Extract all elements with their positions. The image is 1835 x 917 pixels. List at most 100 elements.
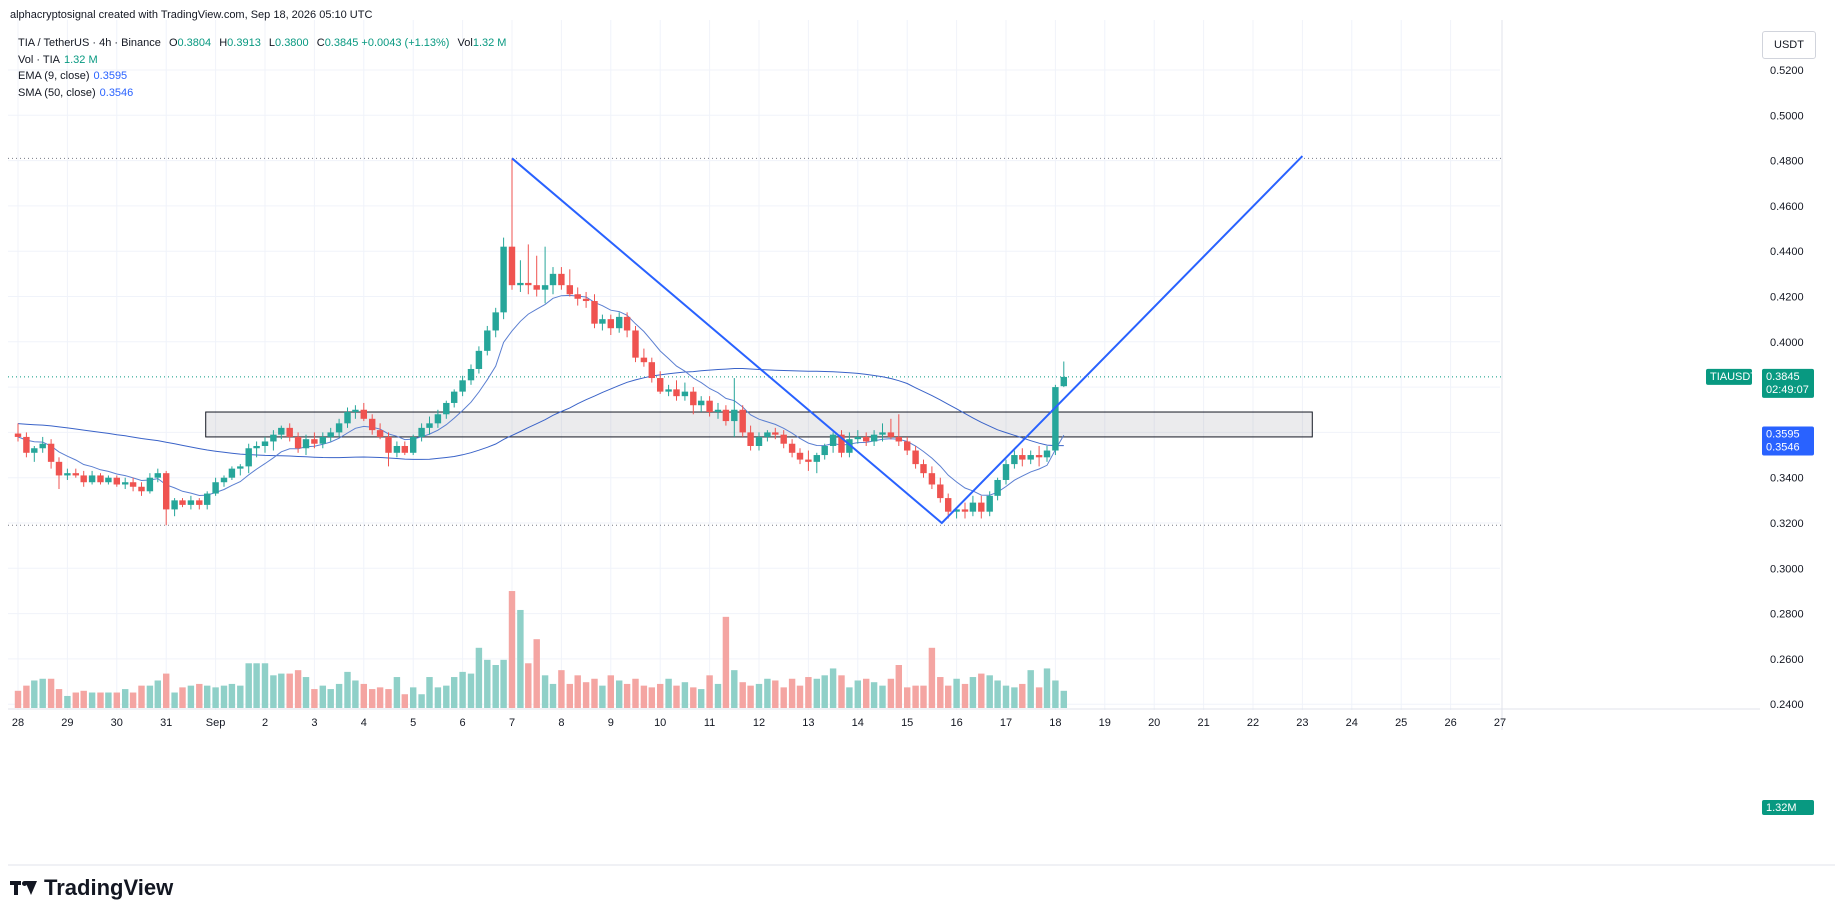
candle-body	[697, 400, 705, 406]
sma-label: SMA (50, close)	[18, 86, 96, 99]
time-tick-label: 17	[1000, 717, 1012, 729]
legend-sma-row[interactable]: SMA (50, close) 0.3546	[18, 85, 506, 102]
candle-body	[599, 319, 606, 324]
v-pattern-drawing	[511, 155, 1304, 525]
candle	[409, 434, 417, 456]
price-tick-label: 0.4400	[1770, 246, 1804, 258]
candle	[459, 375, 466, 397]
candle-body	[1002, 464, 1010, 480]
symbol-title[interactable]: TIA / TetherUS · 4h · Binance	[18, 37, 161, 49]
volume-bar	[228, 683, 236, 708]
volume-bar	[648, 687, 656, 708]
volume-bar	[673, 685, 680, 708]
candle-body	[426, 423, 433, 428]
candle-body	[640, 357, 648, 363]
volume-bar	[1060, 690, 1068, 708]
candle	[870, 430, 878, 446]
price-tick-label: 0.2400	[1770, 699, 1804, 711]
volume-bar	[393, 677, 401, 708]
candle	[203, 491, 211, 510]
candle	[360, 402, 368, 422]
legend-volume-row[interactable]: Vol · TIA 1.32 M	[18, 52, 506, 69]
candle	[961, 502, 969, 519]
volume-bar	[558, 670, 565, 708]
candle-body	[196, 500, 203, 505]
candle-body	[673, 389, 680, 397]
volume-bar	[14, 690, 22, 708]
candle	[549, 267, 557, 295]
candle-body	[714, 409, 722, 413]
candle	[467, 364, 475, 385]
candle-body	[220, 477, 228, 483]
volume-bar	[80, 690, 87, 708]
candle-body	[352, 409, 359, 413]
candle-body	[722, 409, 730, 422]
candle	[418, 423, 425, 442]
currency-unit-button[interactable]: USDT	[1762, 31, 1816, 59]
candle	[171, 498, 178, 517]
legend-ema-row[interactable]: EMA (9, close) 0.3595	[18, 68, 506, 85]
candle	[245, 443, 252, 474]
volume-bar	[903, 687, 911, 708]
volume-bar	[376, 687, 384, 708]
volume-bar	[64, 695, 71, 708]
volume-bar	[237, 685, 244, 708]
candle-body	[574, 294, 581, 299]
candle	[829, 432, 837, 453]
volume-bar	[846, 687, 853, 708]
support-resistance-zone	[205, 411, 1313, 438]
volume-bar	[1011, 687, 1018, 708]
candle-body	[846, 439, 853, 453]
candle	[805, 450, 812, 471]
candle	[23, 432, 30, 458]
candle	[434, 409, 442, 428]
volume-bar	[681, 682, 689, 708]
volume-bar	[623, 683, 631, 708]
legend-ohlc-row[interactable]: TIA / TetherUS · 4h · Binance O0.3804 H0…	[18, 35, 506, 52]
candle-body	[14, 433, 22, 437]
volume-bar	[813, 678, 821, 708]
candle-body	[566, 285, 574, 295]
volume-bar	[121, 689, 129, 708]
candle	[187, 495, 195, 510]
candle	[311, 432, 318, 449]
last-price-tag-bg	[1762, 368, 1814, 398]
candle-body	[484, 330, 491, 351]
candle	[986, 491, 993, 517]
open-label: O	[168, 37, 178, 49]
candle	[994, 477, 1001, 501]
candle	[179, 498, 186, 508]
candle	[1011, 450, 1018, 469]
candle	[39, 436, 46, 453]
ticker-tag: TIAUSDT	[1706, 368, 1757, 385]
candle	[1019, 448, 1026, 467]
candle	[220, 475, 228, 487]
candle	[838, 430, 845, 458]
candle	[862, 432, 870, 446]
candle-body	[409, 436, 417, 453]
candle-body	[171, 500, 178, 510]
chart-grid	[8, 20, 1500, 710]
candle-body	[270, 434, 277, 442]
volume-bar	[615, 680, 623, 708]
candle-body	[920, 464, 927, 474]
ema-line	[17, 294, 1065, 497]
candle	[648, 357, 656, 383]
candle-body	[319, 436, 327, 444]
price-tick-label: 0.5200	[1770, 65, 1804, 77]
volume-bar	[459, 671, 466, 708]
time-tick-label: 16	[950, 717, 962, 729]
volume-bar	[475, 647, 483, 708]
candle	[574, 287, 581, 306]
ma-values-tag-bg	[1762, 426, 1814, 456]
candle-body	[80, 475, 87, 483]
candle	[253, 441, 260, 458]
volume-bar	[1043, 668, 1051, 708]
tradingview-logo[interactable]: TradingView	[10, 875, 173, 901]
candle	[294, 432, 302, 453]
candle	[944, 493, 952, 519]
candle-body	[1060, 376, 1068, 387]
volume-bar	[690, 687, 697, 708]
candle-body	[443, 402, 450, 415]
